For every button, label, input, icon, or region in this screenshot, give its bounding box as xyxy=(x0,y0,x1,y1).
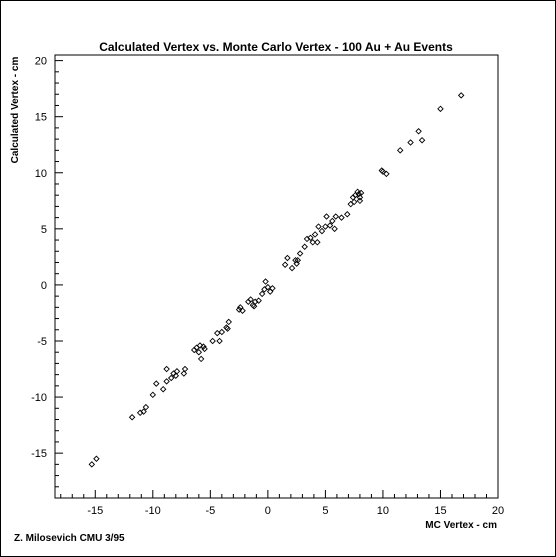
data-point xyxy=(288,264,296,272)
data-point xyxy=(323,213,330,220)
data-point xyxy=(93,455,100,462)
data-point xyxy=(344,211,351,218)
data-point xyxy=(407,139,414,146)
data-point xyxy=(311,231,319,238)
data-point xyxy=(258,290,266,298)
x-tick-label: 20 xyxy=(492,505,504,517)
data-point xyxy=(314,239,321,246)
data-point xyxy=(239,307,246,314)
data-point xyxy=(201,345,208,353)
data-point xyxy=(332,213,339,220)
data-point xyxy=(247,296,254,303)
data-points xyxy=(88,92,465,468)
data-point xyxy=(209,337,216,345)
data-point xyxy=(356,194,364,201)
data-point xyxy=(357,189,365,197)
data-point xyxy=(281,261,289,268)
data-point xyxy=(329,217,336,225)
data-point xyxy=(418,136,426,144)
y-axis-label: Calculated Vertex - cm xyxy=(10,57,21,164)
data-point xyxy=(181,365,189,373)
data-point xyxy=(140,408,147,415)
x-tick-label: -10 xyxy=(145,505,161,517)
data-point xyxy=(250,302,258,310)
data-point xyxy=(214,329,221,337)
data-point xyxy=(218,328,226,336)
data-point xyxy=(149,391,157,399)
x-tick-label: 15 xyxy=(434,505,446,517)
x-tick-label: -15 xyxy=(87,505,103,517)
data-point xyxy=(396,147,404,154)
data-point xyxy=(159,385,167,393)
y-tick-label: -15 xyxy=(31,448,47,460)
y-tick-label: 0 xyxy=(41,280,47,292)
data-point xyxy=(269,285,276,292)
y-tick-label: 5 xyxy=(41,224,47,236)
y-tick-label: 20 xyxy=(35,56,47,68)
data-point xyxy=(88,461,96,468)
data-point xyxy=(163,378,170,385)
data-point xyxy=(301,243,308,251)
data-point xyxy=(128,414,136,421)
data-point xyxy=(200,343,207,350)
data-point xyxy=(142,403,150,411)
data-point xyxy=(264,283,272,291)
data-point xyxy=(167,374,175,382)
data-point xyxy=(225,318,232,326)
x-tick-label: 0 xyxy=(265,505,271,517)
x-tick-label: -5 xyxy=(205,505,215,517)
y-tick-label: 15 xyxy=(35,112,47,124)
data-point xyxy=(172,372,180,379)
data-point xyxy=(163,365,170,373)
plot-area xyxy=(54,54,499,499)
data-point xyxy=(216,337,223,345)
data-point xyxy=(292,257,299,264)
data-point xyxy=(262,278,269,285)
data-point xyxy=(322,223,329,230)
data-point xyxy=(190,346,198,354)
data-point xyxy=(437,105,444,113)
y-tick-label: -10 xyxy=(31,392,47,404)
data-point xyxy=(245,298,252,305)
data-point xyxy=(153,380,160,387)
x-tick-label: 10 xyxy=(377,505,389,517)
data-point xyxy=(284,254,291,262)
chart-title: Calculated Vertex vs. Monte Carlo Vertex… xyxy=(99,40,453,54)
data-point xyxy=(318,227,326,235)
data-point xyxy=(180,370,188,377)
data-point xyxy=(379,168,387,175)
data-point xyxy=(383,170,390,178)
data-point xyxy=(356,197,364,205)
data-point xyxy=(331,225,338,233)
x-tick-label: 5 xyxy=(322,505,328,517)
axis-ticks: -15 -10 -5 0 5 10 15 20 -15 -10 -5 0 5 10 15 20 xyxy=(31,56,504,517)
data-point xyxy=(173,368,181,375)
data-point xyxy=(354,188,361,196)
data-point xyxy=(307,234,314,242)
data-point xyxy=(338,214,345,221)
x-axis-label: MC Vertex - cm xyxy=(425,520,497,531)
data-point xyxy=(315,223,322,230)
data-point xyxy=(235,306,243,313)
data-point xyxy=(355,190,363,198)
data-point xyxy=(309,239,316,246)
data-point xyxy=(224,325,231,332)
data-point xyxy=(326,222,334,229)
author-credit: Z. Milosevich CMU 3/95 xyxy=(14,533,125,544)
data-point xyxy=(296,250,304,257)
data-point xyxy=(457,92,465,99)
data-point xyxy=(196,342,204,349)
data-point xyxy=(415,128,422,135)
data-point xyxy=(197,355,205,363)
data-point xyxy=(255,297,262,304)
data-point xyxy=(294,257,302,264)
data-point xyxy=(195,348,203,356)
data-point xyxy=(350,198,358,206)
y-tick-label: -5 xyxy=(37,336,47,348)
y-tick-label: 10 xyxy=(35,168,47,180)
